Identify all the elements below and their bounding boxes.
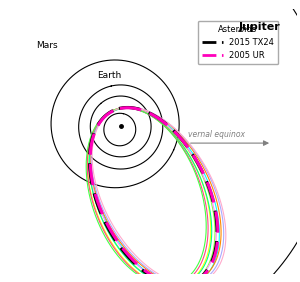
Text: Earth: Earth [98,71,122,80]
Text: Mars: Mars [36,41,58,50]
Text: vernal equinox: vernal equinox [188,130,245,139]
Text: Jupiter: Jupiter [238,21,280,32]
Legend: 2015 TX24, 2005 UR: 2015 TX24, 2005 UR [198,21,278,64]
